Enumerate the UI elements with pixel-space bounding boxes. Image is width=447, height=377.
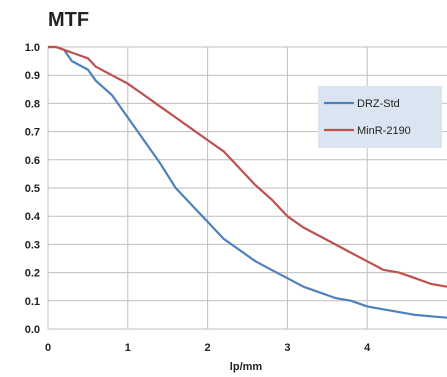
y-tick-label: 0.9: [25, 70, 40, 82]
data-series: [48, 45, 447, 319]
x-tick-label: 2: [205, 342, 211, 354]
y-tick-label: 0.8: [25, 98, 40, 110]
legend-label: DRZ-Std: [357, 98, 400, 110]
legend-label: MinR-2190: [357, 125, 411, 137]
series-line-minr-2190: [48, 45, 447, 288]
y-tick-label: 0.4: [25, 211, 41, 223]
y-tick-label: 0.5: [25, 183, 40, 195]
grid: [47, 46, 447, 330]
y-tick-label: 0.7: [25, 127, 40, 139]
x-tick-label: 4: [364, 342, 371, 354]
y-tick-label: 0.0: [25, 324, 40, 336]
y-tick-label: 0.1: [25, 296, 40, 308]
legend-box: [318, 86, 442, 148]
y-axis-ticks: 0.0 0.1 0.2 0.3 0.4 0.5 0.6 0.7 0.8 0.9 1.0: [25, 42, 41, 336]
y-tick-label: 0.6: [25, 155, 40, 167]
x-tick-label: 3: [284, 342, 290, 354]
legend: DRZ-Std MinR-2190: [318, 86, 442, 148]
y-tick-label: 1.0: [25, 42, 40, 54]
x-tick-label: 0: [45, 342, 51, 354]
chart-title: MTF: [48, 9, 89, 31]
y-tick-label: 0.3: [25, 239, 40, 251]
x-axis-label: lp/mm: [230, 361, 263, 373]
y-tick-label: 0.2: [25, 268, 40, 280]
x-tick-label: 1: [125, 342, 131, 354]
x-axis-ticks: 0 1 2 3 4: [45, 342, 371, 354]
series-line-drz-std: [48, 45, 447, 319]
